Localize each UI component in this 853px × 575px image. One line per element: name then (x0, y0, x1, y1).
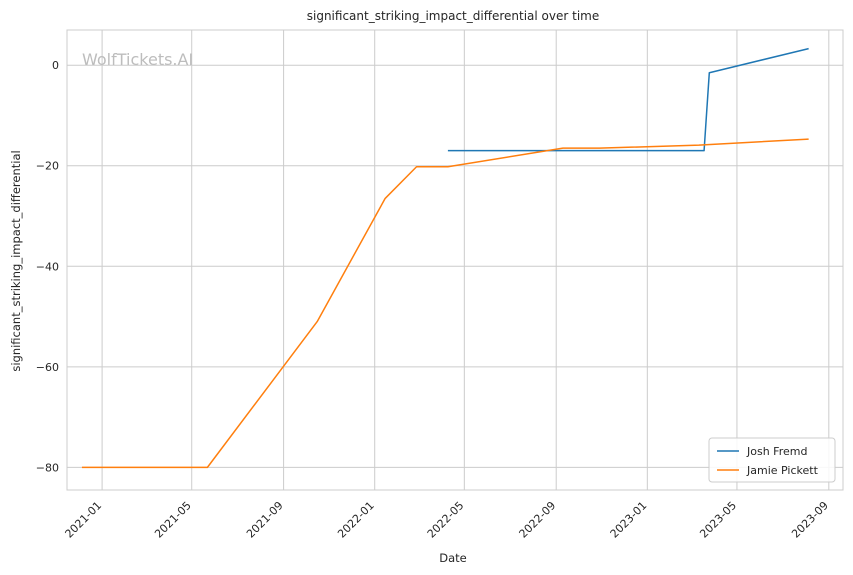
legend-box (708, 437, 836, 483)
x-axis-title: Date (439, 551, 467, 565)
x-tick-label: 2021-01 (63, 499, 105, 541)
plot-frame (66, 29, 844, 491)
legend-label: Josh Fremd (746, 445, 807, 458)
watermark: WolfTickets.AI (82, 50, 193, 69)
chart-title: significant_striking_impact_differential… (307, 9, 599, 23)
x-tick-label: 2021-09 (244, 499, 286, 541)
x-tick-label: 2023-05 (697, 499, 739, 541)
x-tick-label: 2022-09 (517, 499, 559, 541)
x-tick-label: 2022-01 (335, 499, 377, 541)
series-line (447, 47, 809, 152)
legend-label: Jamie Pickett (746, 464, 819, 477)
series-lines (81, 47, 809, 469)
series-line (81, 138, 809, 469)
x-tick-label: 2023-01 (608, 499, 650, 541)
y-axis-ticks: 0 −20 −40 −60 −80 (36, 59, 59, 474)
y-tick-label: −60 (36, 361, 59, 374)
x-tick-label: 2022-05 (425, 499, 467, 541)
x-axis-ticks: 2021-01 2021-05 2021-09 2022-01 2022-05 2022-… (63, 499, 831, 541)
grid (67, 30, 843, 490)
x-tick-label: 2023-09 (789, 499, 831, 541)
x-tick-label: 2021-05 (152, 499, 194, 541)
y-tick-label: −20 (36, 160, 59, 173)
y-axis-title: significant_striking_impact_differential (9, 150, 23, 371)
y-tick-label: −80 (36, 461, 59, 474)
y-tick-label: 0 (52, 59, 59, 72)
legend: Josh Fremd Jamie Pickett (708, 437, 836, 483)
y-tick-label: −40 (36, 260, 59, 273)
